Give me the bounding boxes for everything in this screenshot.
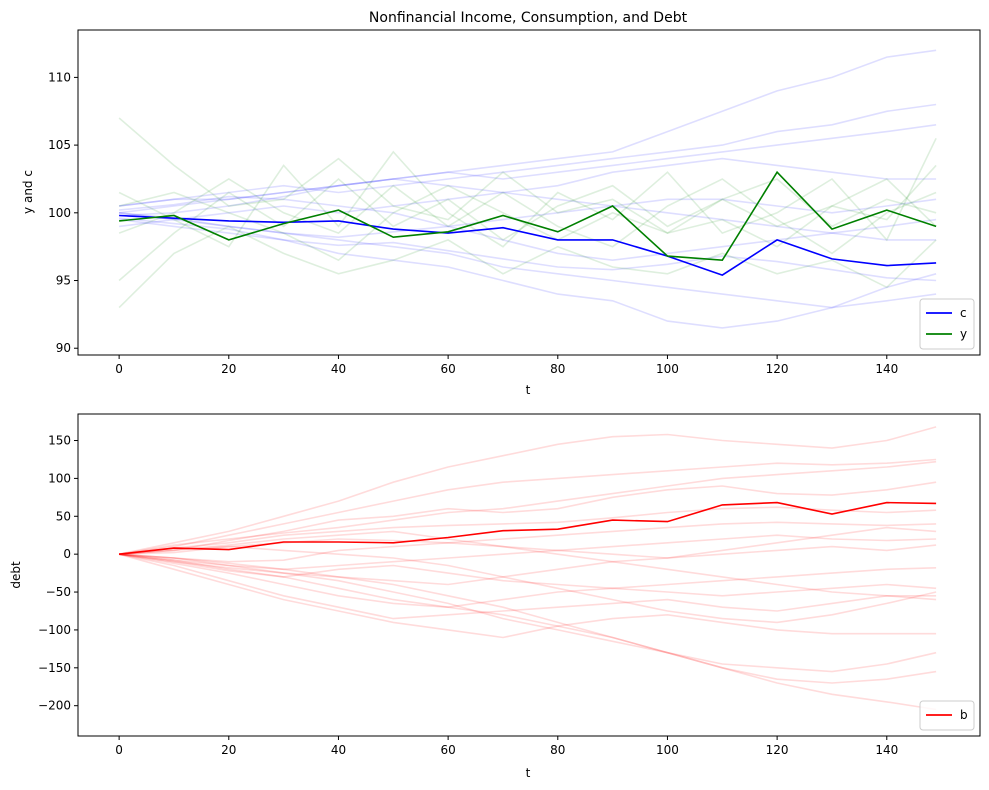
top-axes-frame	[77, 29, 981, 356]
y-tick-label: −100	[38, 623, 71, 637]
background-path-15	[119, 553, 937, 711]
series-line-y	[119, 170, 937, 262]
y-tick-label: 100	[48, 471, 71, 485]
y-tick-label: −150	[38, 661, 71, 675]
background-path-9	[119, 217, 937, 282]
y-tick-label: 100	[48, 206, 71, 220]
background-path-8	[119, 198, 937, 239]
background-path-7	[119, 157, 937, 217]
x-tick-label: 40	[331, 362, 346, 376]
legend-label-c: c	[960, 306, 967, 320]
background-path-16	[119, 530, 937, 601]
y-tick-label: 150	[48, 434, 71, 448]
background-path-2	[119, 212, 937, 309]
x-tick-label: 20	[221, 362, 236, 376]
legend-frame	[919, 298, 975, 350]
y-tick-label: 90	[56, 341, 71, 355]
y-tick-label: 105	[48, 138, 71, 152]
y-tick-label: 50	[56, 509, 71, 523]
bottom-plot-area	[118, 426, 937, 711]
background-path-15	[118, 178, 937, 255]
background-path-6	[119, 195, 937, 262]
x-tick-label: 60	[440, 743, 455, 757]
background-path-4	[119, 124, 937, 207]
x-tick-label: 140	[875, 362, 898, 376]
x-tick-label: 20	[221, 743, 236, 757]
x-tick-label: 40	[331, 743, 346, 757]
top-ticks: 0 20 40 60 80 100 120 140 90 95 100 105 110	[48, 70, 898, 376]
bottom-legend: b	[919, 700, 975, 731]
background-path-1	[119, 49, 937, 214]
background-path-14	[118, 553, 937, 684]
x-tick-label: 60	[440, 362, 455, 376]
background-path-7	[119, 534, 937, 571]
background-path-3	[119, 218, 937, 329]
x-tick-label: 120	[766, 743, 789, 757]
x-tick-label: 100	[656, 362, 679, 376]
background-path-9	[118, 553, 937, 590]
bottom-axes-frame	[77, 413, 981, 737]
chart-title: Nonfinancial Income, Consumption, and De…	[369, 10, 688, 26]
background-path-11	[118, 225, 937, 309]
x-tick-label: 80	[550, 743, 565, 757]
top-x-axis-label: t	[526, 383, 531, 397]
background-path-5	[119, 191, 937, 241]
background-path-12	[118, 553, 937, 639]
background-path-8	[119, 544, 937, 586]
top-y-axis-label: y and c	[21, 170, 35, 214]
bottom-panel: 0 20 40 60 80 100 120 140 150 100 50 0 −50 −100 −150 −2…	[9, 413, 981, 780]
legend-label-y: y	[960, 327, 967, 341]
background-path-2	[118, 460, 937, 555]
series-line-c	[119, 214, 937, 276]
background-path-13	[119, 553, 937, 673]
y-tick-label: 0	[63, 547, 71, 561]
x-tick-label: 140	[875, 743, 898, 757]
background-path-13	[118, 137, 937, 248]
x-tick-label: 120	[766, 362, 789, 376]
background-path-14	[118, 178, 937, 262]
background-path-11	[118, 553, 937, 620]
x-tick-label: 100	[656, 743, 679, 757]
top-panel: Nonfinancial Income, Consumption, and De…	[21, 10, 981, 397]
y-tick-label: −200	[38, 699, 71, 713]
y-tick-label: 95	[56, 274, 71, 288]
x-tick-label: 80	[550, 362, 565, 376]
series-line-b	[119, 501, 937, 555]
background-path-10	[118, 553, 937, 609]
background-path-6	[119, 526, 937, 559]
background-path-3	[119, 481, 937, 555]
background-path-5	[119, 521, 937, 563]
x-tick-label: 0	[115, 743, 123, 757]
x-tick-label: 0	[115, 362, 123, 376]
background-path-10	[118, 117, 937, 235]
background-path-0	[119, 103, 937, 207]
bottom-x-axis-label: t	[526, 766, 531, 780]
y-tick-label: −50	[46, 585, 71, 599]
background-path-17	[119, 545, 937, 624]
top-plot-area	[118, 49, 937, 329]
background-path-0	[118, 426, 937, 555]
top-legend: cy	[919, 298, 975, 350]
bottom-ticks: 0 20 40 60 80 100 120 140 150 100 50 0 −50 −100 −150 −2…	[38, 434, 898, 757]
y-tick-label: 110	[48, 70, 71, 84]
background-path-1	[118, 458, 937, 555]
legend-label-b: b	[960, 708, 968, 722]
bottom-y-axis-label: debt	[9, 561, 23, 589]
